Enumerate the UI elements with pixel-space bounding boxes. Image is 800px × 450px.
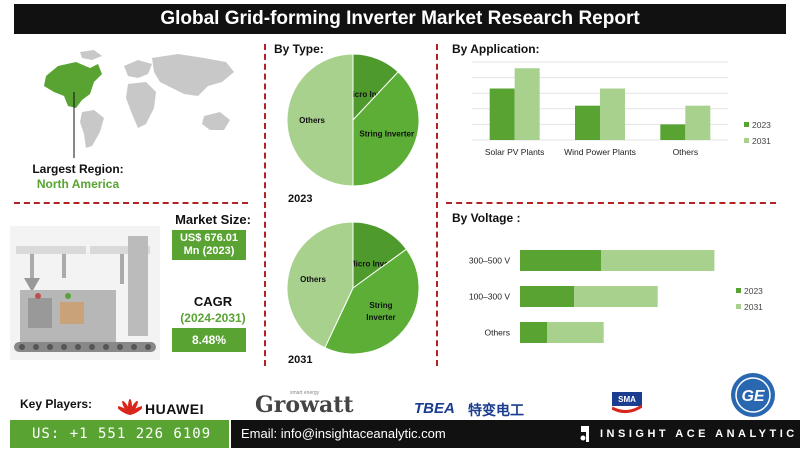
page-title: Global Grid-forming Inverter Market Rese… [14,4,786,34]
divider-horizontal-left [14,202,248,204]
largest-region-value: North America [36,177,120,191]
key-players-label: Key Players: [20,397,93,411]
y-tick-label: 300–500 V [469,256,510,266]
bar-2031-others [547,322,604,343]
pie-chart-2023: Micro Inverter String Inverter Others [286,53,420,187]
legend-label-2031: 2031 [744,302,763,312]
pie-label-others: Others [300,275,326,284]
market-size-value-line1: US$ 676.01 [179,232,239,244]
pie-slice-others [286,53,354,187]
huawei-logo-text: HUAWEI [145,401,204,417]
pie-label-others: Others [299,116,325,125]
pie-slice-string-inverter [324,248,420,355]
by-voltage-title: By Voltage : [452,211,521,225]
application-bar-chart: Solar PV Plants Wind Power Plants Others 20… [472,61,771,157]
pie-label-string-inverter: String Inverter [359,129,414,138]
voltage-bar-chart: 300–500 V 100–300 V Others 2023 2031 [469,250,763,343]
divider-horizontal-right [446,202,776,204]
largest-region-label: Largest Region: [32,162,124,176]
x-tick-label: Others [673,147,699,157]
bar-2031-solar-pv-plants [514,68,540,140]
market-size-value-line2: Mn (2023) [183,245,235,257]
bar-2031-300-500-v [601,250,715,271]
bar-2023-wind-power-plants [575,105,600,140]
legend-swatch-2023 [744,122,749,127]
bar-2031-wind-power-plants [600,88,625,140]
africa-shape [126,82,156,128]
south-america-shape [80,110,104,148]
footer-email: Email: info@insightaceanalytic.com [231,420,800,448]
pie-chart-2031: Micro Inverter String Inverter Others [286,221,420,355]
bar-2031-100-300-v [574,286,658,307]
tbea-logo-chinese: 特变电工 [468,402,524,418]
bar-2023-300-500-v [520,250,601,271]
greenland-shape [80,50,102,60]
legend-swatch-2031 [744,138,749,143]
footer-phone: US: +1 551 226 6109 [10,420,229,448]
asia-shape [152,54,234,96]
legend-label-2023: 2023 [744,286,763,296]
pie-label-micro-inverter: Micro Inverter [349,260,402,269]
pie-slice-string-inverter [352,71,420,187]
insightace-logo-icon [580,426,589,442]
bar-2023-others [660,124,686,140]
huawei-logo-icon [118,399,142,415]
market-size-value: US$ 676.01 Mn (2023) [172,230,246,260]
legend-label-2023: 2023 [752,120,771,130]
x-tick-label: Solar PV Plants [485,147,545,157]
pie-slice-micro-inverter [352,221,408,289]
by-type-title: By Type: [274,42,324,56]
pie-label-string-inverter: Inverter [366,313,395,322]
divider-vertical-left [264,44,266,366]
legend-label-2031: 2031 [752,136,771,146]
y-tick-label: 100–300 V [469,292,510,302]
pie-label-micro-inverter: Micro Inverter [346,90,399,99]
pie-2031-year: 2031 [288,354,313,366]
cagr-period: (2024-2031) [180,311,246,325]
bar-2031-others [685,105,711,140]
ge-logo-text: GE [741,388,765,405]
legend-swatch-2023 [736,288,741,293]
sma-logo-text: SMA [618,395,636,404]
legend-swatch-2031 [736,304,741,309]
growatt-logo-text: Growatt [255,392,354,418]
north-america-shape [44,62,102,108]
bar-2023-solar-pv-plants [489,88,515,140]
bar-2023-100-300-v [520,286,574,307]
cagr-value: 8.48% [172,328,246,352]
sma-logo-icon: SMA [612,392,642,413]
growatt-tagline: smart energy [290,390,320,396]
cagr-label: CAGR [193,294,233,309]
factory-illustration [10,226,160,360]
footer-brand: INSIGHT ACE ANALYTIC [600,428,798,440]
europe-shape [124,60,152,78]
x-tick-label: Wind Power Plants [564,147,636,157]
ge-logo-icon: GE [731,373,775,417]
by-application-title: By Application: [452,42,540,56]
australia-shape [202,112,230,130]
divider-vertical-right [436,44,438,366]
world-map-icon [44,50,234,158]
bar-2023-others [520,322,547,343]
pie-slice-others [286,221,354,349]
tbea-logo-text: TBEA [414,400,455,417]
pie-2023-year: 2023 [288,193,313,205]
pie-label-string-inverter: String [369,301,392,310]
y-tick-label: Others [484,328,510,338]
market-size-label: Market Size: [175,212,251,227]
